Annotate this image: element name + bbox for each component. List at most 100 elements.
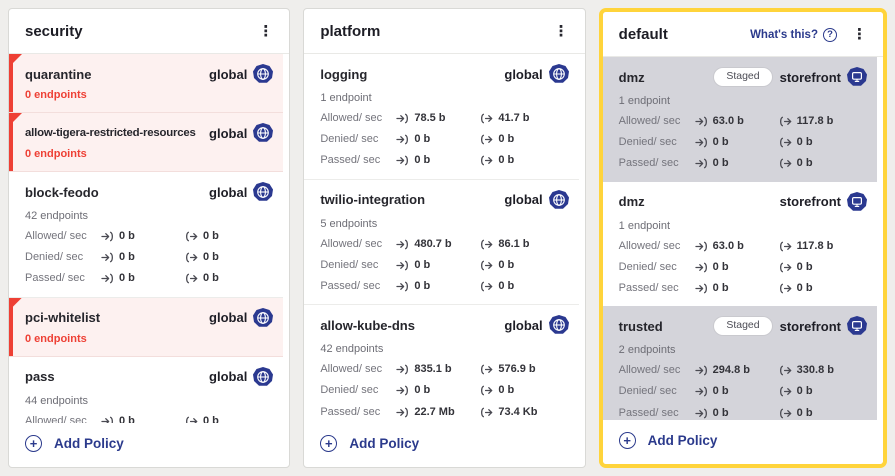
policy-card[interactable]: pci-whitelist global 0 endpoints	[9, 297, 284, 357]
egress-arrow-icon	[186, 416, 198, 423]
egress-arrow-icon	[186, 252, 198, 263]
endpoints-count: 0 endpoints	[25, 148, 87, 160]
stat-label: Allowed/ sec	[618, 239, 681, 252]
egress-arrow-icon	[779, 283, 791, 294]
policy-card[interactable]: allow-tigera-restricted-resources global…	[9, 113, 284, 172]
egress-arrow-icon	[481, 281, 493, 292]
stat-label: Allowed/ sec	[320, 363, 383, 376]
stat-row: Denied/ sec 0 b 0 b	[619, 385, 867, 398]
globe-icon	[253, 182, 274, 201]
column-header: platform ⋮	[304, 9, 585, 54]
egress-value: 73.4 Kb	[498, 405, 538, 418]
egress-arrow-icon	[186, 274, 198, 284]
egress-stat: 117.8 b	[779, 240, 833, 253]
stat-label: Denied/ sec	[25, 251, 84, 264]
egress-arrow-icon	[779, 365, 791, 376]
egress-value: 86.1 b	[498, 237, 530, 250]
egress-value: 0 b	[203, 272, 219, 285]
egress-stat: 0 b	[779, 282, 813, 295]
column-default: default What's this? ? ⋮ dmz Staged stor…	[602, 12, 883, 464]
ingress-stat: 0 b	[695, 261, 779, 274]
egress-value: 0 b	[498, 279, 515, 292]
ingress-arrow-icon	[695, 116, 707, 127]
policy-name: pass	[25, 369, 55, 385]
egress-stat: 73.4 Kb	[480, 406, 537, 419]
stat-label: Passed/ sec	[320, 154, 381, 167]
ingress-stat: 0 b	[396, 154, 480, 167]
stat-row: Allowed/ sec 294.8 b 330.8 b	[619, 364, 867, 377]
egress-value: 0 b	[796, 157, 813, 170]
egress-stat: 330.8 b	[779, 364, 834, 377]
ingress-value: 78.5 b	[414, 112, 446, 124]
ingress-value: 0 b	[414, 133, 431, 146]
policy-card[interactable]: quarantine global 0 endpoints	[9, 54, 284, 113]
ingress-value: 0 b	[712, 281, 729, 294]
endpoints-count: 1 endpoint	[618, 219, 671, 232]
egress-arrow-icon	[779, 116, 791, 127]
ingress-stat: 0 b	[695, 407, 779, 420]
policy-card[interactable]: dmz storefront 1 endpoint Allowed/ sec 6…	[602, 181, 877, 307]
policy-card[interactable]: pass global 44 endpoints Allowed/ sec 0 …	[9, 356, 284, 423]
policy-card[interactable]: trusted Staged storefront 2 endpoints Al…	[602, 306, 877, 420]
ingress-stat: 0 b	[695, 157, 779, 170]
endpoints-count: 2 endpoints	[618, 344, 676, 357]
policy-card[interactable]: twilio-integration global 5 endpoints Al…	[304, 179, 579, 306]
policy-name: allow-tigera-restricted-resources	[25, 127, 196, 139]
ingress-stat: 63.0 b	[695, 115, 779, 128]
add-policy-button[interactable]: + Add Policy	[9, 423, 289, 467]
stat-row: Passed/ sec 0 b 0 b	[25, 272, 273, 285]
kebab-menu-icon[interactable]: ⋮	[851, 26, 867, 43]
stat-label: Denied/ sec	[618, 385, 677, 398]
ingress-stat: 22.7 Mb	[396, 406, 480, 419]
stat-label: Passed/ sec	[320, 279, 381, 292]
ingress-value: 0 b	[414, 384, 431, 397]
policy-card[interactable]: logging global 1 endpoint Allowed/ sec 7…	[304, 54, 579, 180]
egress-arrow-icon	[481, 156, 493, 166]
ingress-value: 835.1 b	[414, 363, 452, 376]
column-header: default What's this? ? ⋮	[602, 12, 883, 57]
egress-value: 0 b	[796, 406, 813, 419]
egress-value: 0 b	[796, 281, 813, 294]
kebab-menu-icon[interactable]: ⋮	[258, 23, 274, 40]
ingress-arrow-icon	[101, 252, 113, 263]
egress-stat: 0 b	[185, 251, 219, 264]
egress-value: 0 b	[203, 414, 219, 423]
policy-name: quarantine	[25, 66, 92, 82]
card-list: quarantine global 0 endpoints allow-tige…	[9, 54, 289, 423]
egress-value: 330.8 b	[796, 364, 834, 377]
add-policy-label: Add Policy	[647, 433, 718, 448]
add-policy-button[interactable]: + Add Policy	[304, 423, 584, 467]
policy-card[interactable]: allow-kube-dns global 42 endpoints Allow…	[304, 305, 579, 423]
ingress-value: 0 b	[119, 251, 135, 264]
stat-label: Denied/ sec	[618, 260, 677, 273]
whats-this-link[interactable]: What's this? ?	[750, 27, 837, 42]
policy-card[interactable]: block-feodo global 42 endpoints Allowed/…	[9, 172, 284, 298]
ingress-arrow-icon	[396, 113, 409, 124]
kebab-menu-icon[interactable]: ⋮	[553, 23, 569, 40]
stat-row: Passed/ sec 22.7 Mb 73.4 Kb	[320, 406, 568, 419]
ingress-stat: 0 b	[695, 136, 779, 149]
stat-label: Allowed/ sec	[25, 414, 87, 423]
ingress-value: 63.0 b	[712, 239, 744, 252]
egress-value: 576.9 b	[498, 363, 536, 376]
column-title: platform	[320, 23, 381, 40]
stat-row: Allowed/ sec 0 b 0 b	[25, 230, 273, 243]
policy-card[interactable]: dmz Staged storefront 1 endpoint Allowed…	[602, 57, 877, 182]
ingress-value: 0 b	[712, 260, 729, 273]
egress-value: 0 b	[498, 258, 515, 271]
stat-row: Denied/ sec 0 b 0 b	[320, 384, 568, 397]
stat-row: Allowed/ sec 835.1 b 576.9 b	[320, 363, 568, 376]
scope: storefront	[780, 67, 867, 87]
ingress-stat: 0 b	[695, 282, 779, 295]
stat-row: Allowed/ sec 78.5 b 41.7 b	[320, 112, 568, 125]
scope-label: storefront	[779, 318, 841, 334]
ingress-value: 0 b	[119, 414, 135, 423]
ingress-value: 0 b	[414, 279, 431, 292]
ingress-stat: 0 b	[101, 415, 185, 423]
egress-value: 0 b	[498, 384, 515, 397]
endpoints-count: 1 endpoint	[618, 95, 671, 107]
add-policy-button[interactable]: + Add Policy	[603, 420, 883, 464]
stat-label: Denied/ sec	[320, 133, 379, 146]
stat-row: Allowed/ sec 0 b 0 b	[25, 415, 273, 423]
scope: global	[504, 315, 569, 335]
